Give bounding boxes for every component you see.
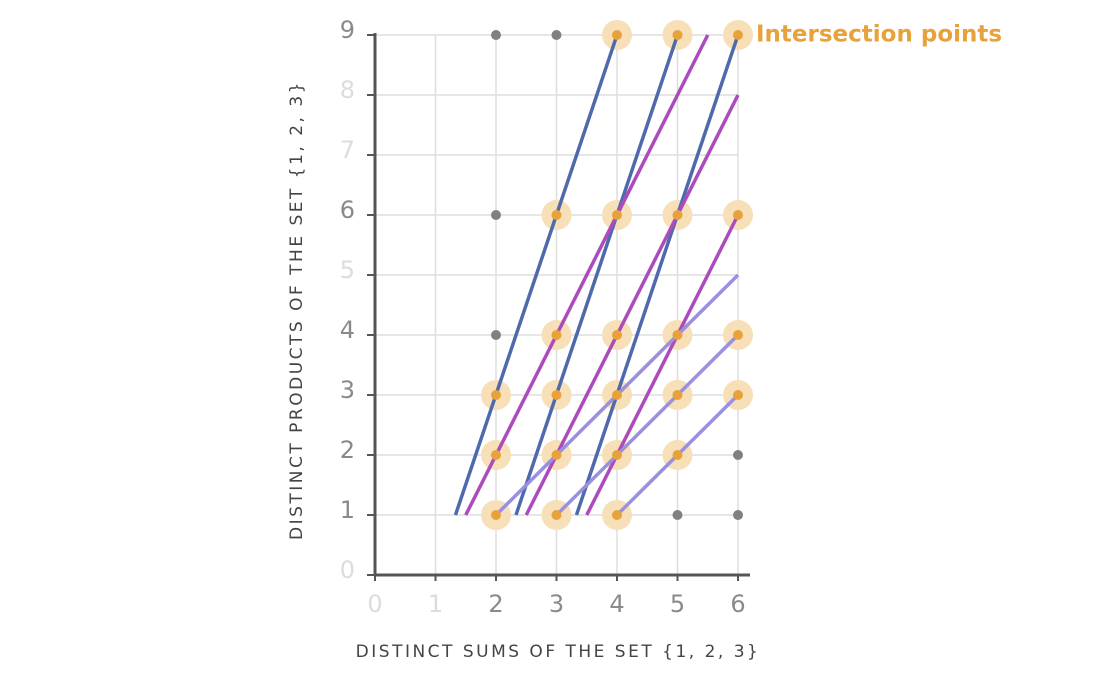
line — [464, 34, 710, 516]
point — [672, 510, 683, 520]
intersection-point — [491, 390, 501, 400]
intersection-point — [733, 210, 743, 220]
x-tick-label: 2 — [488, 590, 503, 618]
intersection-point — [672, 330, 683, 340]
intersection-point — [551, 330, 562, 340]
y-tick-label: 4 — [340, 316, 355, 344]
line — [585, 214, 740, 516]
y-tick-label: 0 — [340, 556, 355, 584]
intersection-point — [672, 450, 683, 460]
line — [555, 333, 740, 517]
y-tick-label: 9 — [340, 16, 355, 44]
axes: 0 1 2 3 4 5 6 0 1 2 3 4 5 6 7 8 9 — [340, 16, 750, 618]
intersection-point — [733, 390, 743, 400]
x-axis-label: DISTINCT SUMS OF THE SET {1, 2, 3} — [356, 642, 761, 662]
y-tick-label: 1 — [340, 496, 355, 524]
y-tick-label: 8 — [340, 76, 355, 104]
intersection-point — [672, 210, 683, 220]
intersection-point — [551, 390, 562, 400]
annotation: Intersection points — [756, 22, 1002, 48]
line — [524, 94, 740, 516]
intersection-point — [491, 510, 501, 520]
intersection-point — [733, 330, 743, 340]
grid — [375, 34, 739, 575]
intersection-point — [672, 390, 683, 400]
y-tick-label: 5 — [340, 256, 355, 284]
intersection-point — [612, 510, 622, 520]
intersection-point — [491, 450, 501, 460]
x-tick-label: 0 — [367, 590, 382, 618]
point — [491, 330, 501, 340]
line — [514, 34, 680, 516]
y-tick-label: 2 — [340, 436, 355, 464]
intersection-point — [733, 30, 743, 40]
x-tick-label: 4 — [609, 590, 624, 618]
y-tick-label: 6 — [340, 196, 355, 224]
point — [491, 210, 501, 220]
x-tick-label: 5 — [670, 590, 685, 618]
x-tick-label: 3 — [549, 590, 564, 618]
point — [551, 30, 562, 40]
point — [491, 30, 501, 40]
y-axis-label: DISTINCT PRODUCTS OF THE SET {1, 2, 3} — [287, 80, 307, 540]
x-tick-label: 1 — [428, 590, 443, 618]
point — [733, 510, 743, 520]
x-tick-label: 6 — [730, 590, 745, 618]
line — [453, 34, 619, 516]
line — [574, 34, 740, 516]
intersection-point — [551, 510, 562, 520]
y-tick-label: 7 — [340, 136, 355, 164]
y-tick-label: 3 — [340, 376, 355, 404]
intersection-point — [612, 210, 622, 220]
intersection-point — [612, 390, 622, 400]
intersection-point — [612, 330, 622, 340]
intersection-point — [672, 30, 683, 40]
intersection-point — [612, 450, 622, 460]
dots — [491, 30, 743, 520]
intersection-point — [551, 450, 562, 460]
intersection-point — [612, 30, 622, 40]
intersection-point — [551, 210, 562, 220]
point — [733, 450, 743, 460]
